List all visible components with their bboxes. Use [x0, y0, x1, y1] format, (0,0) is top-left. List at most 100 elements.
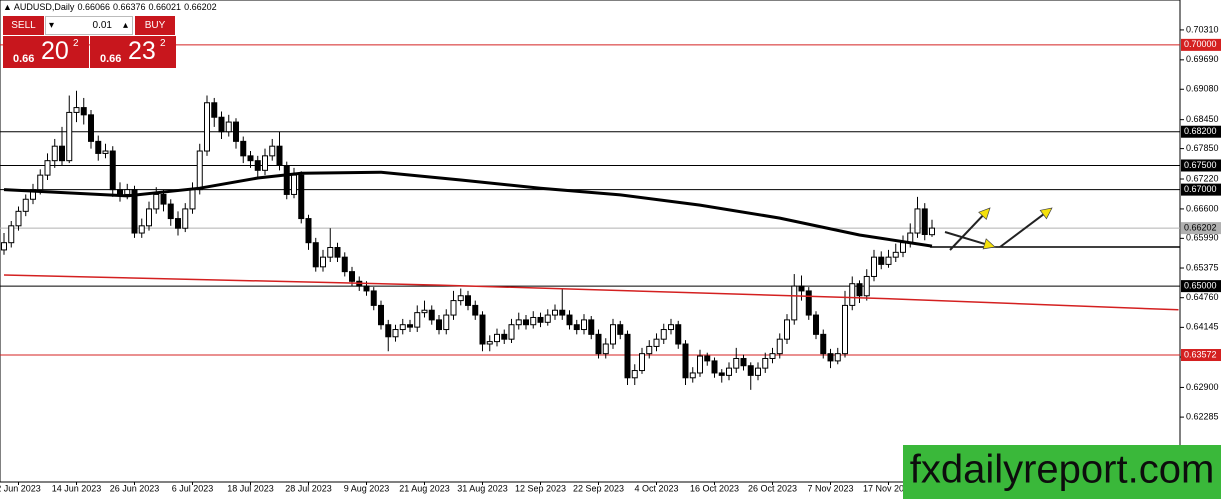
candle-body: [465, 295, 471, 306]
arrow-head: [978, 207, 991, 221]
candle-body: [863, 275, 870, 297]
candle-body: [682, 343, 689, 379]
level-label: 0.66202: [1184, 222, 1217, 232]
level-label: 0.68200: [1184, 126, 1217, 136]
candle-body: [653, 338, 660, 347]
candle-body: [291, 174, 297, 195]
candle-body: [697, 355, 703, 374]
candle-body: [233, 121, 239, 142]
candle-body: [1, 242, 7, 251]
candle-body: [334, 247, 341, 258]
candle-body: [392, 329, 399, 338]
candle-body: [494, 333, 500, 343]
candle-body: [276, 145, 283, 166]
arrow-shaft: [944, 231, 990, 247]
symbol: AUDUSD,Daily: [13, 2, 75, 12]
buy-button[interactable]: BUY: [135, 16, 175, 35]
candle-body: [755, 367, 761, 376]
increment[interactable]: ▴: [122, 20, 128, 31]
candle-body: [530, 316, 537, 326]
level-label-box: [1181, 38, 1221, 51]
candle-body: [849, 283, 856, 306]
candle-body: [153, 193, 160, 210]
candle-body: [211, 102, 218, 118]
sell-price[interactable]: 0.66 20 2: [3, 36, 89, 68]
price-big: 23: [128, 37, 156, 65]
plot-area: [0, 0, 1181, 483]
y-tick-label: 0.62285: [1186, 411, 1219, 421]
x-tick-label: 22 Sep 2023: [573, 483, 624, 493]
candle-body: [363, 285, 370, 292]
x-tick-label: 9 Aug 2023: [344, 483, 390, 493]
level-label: 0.65000: [1184, 280, 1217, 290]
level-label: 0.70000: [1184, 39, 1217, 49]
candle-body: [631, 370, 638, 379]
candle-body: [718, 372, 725, 376]
candle-body: [704, 355, 711, 362]
y-tick-label: 0.65375: [1186, 262, 1219, 272]
candle-body: [784, 319, 790, 340]
candle-body: [102, 150, 109, 154]
candle-body: [37, 174, 44, 191]
candle-body: [73, 107, 80, 113]
candle-body: [349, 271, 355, 282]
candle-body: [914, 208, 921, 234]
decrement[interactable]: ▾: [49, 20, 55, 31]
level-label-box: [1181, 125, 1221, 138]
candle-body: [59, 145, 65, 162]
candle-body: [711, 360, 718, 374]
candle-body: [581, 319, 587, 331]
candle-body: [312, 242, 319, 268]
candle-body: [320, 256, 326, 268]
y-tick-label: 0.64145: [1186, 322, 1219, 332]
candle-body: [856, 283, 863, 297]
low-value: 0.66021: [148, 2, 182, 12]
buy-price[interactable]: 0.66 23 2: [90, 36, 176, 68]
high-value: 0.66376: [112, 2, 146, 12]
sell-button[interactable]: SELL: [3, 16, 44, 35]
candle-body: [646, 345, 653, 355]
candle-body: [138, 225, 145, 234]
candle-body: [515, 319, 522, 326]
y-tick-label: 0.70310: [1186, 24, 1219, 34]
x-tick-label: 12 Sep 2023: [515, 483, 566, 493]
candle-body: [544, 314, 551, 323]
close-value: 0.66202: [184, 2, 217, 12]
candle-body: [689, 372, 696, 379]
candle-body: [726, 367, 732, 376]
candle-body: [573, 324, 580, 331]
candle-body: [900, 242, 906, 253]
lot-input[interactable]: ▾ 0.01 ▴: [45, 16, 133, 35]
x-tick-label: 14 Jun 2023: [52, 483, 102, 493]
candle-body: [240, 140, 247, 157]
candle-body: [842, 304, 848, 355]
moving-average: [3, 170, 933, 248]
chart-header: ▲ AUDUSD,Daily 0.66066 0.66376 0.66021 0.662…: [3, 2, 217, 12]
candle-body: [508, 324, 515, 340]
y-tick-label: 0.65990: [1186, 233, 1219, 243]
x-tick-label: 26 Jun 2023: [110, 483, 160, 493]
level-label-box: [1181, 349, 1221, 362]
candle-body: [160, 193, 167, 205]
y-tick-label: 0.69080: [1186, 84, 1219, 94]
candle-body: [472, 304, 479, 316]
watermark: fxdailyreport.com: [910, 448, 1215, 492]
candle-body: [501, 333, 508, 340]
candle-body: [450, 300, 457, 316]
candle-body: [399, 324, 406, 331]
y-tick-label: 0.67220: [1186, 173, 1219, 183]
y-tick-label: 0.66600: [1186, 203, 1219, 213]
open-value: 0.66066: [77, 2, 110, 12]
arrow-head: [1039, 207, 1053, 220]
candle-body: [791, 285, 798, 321]
candle-body: [617, 324, 624, 335]
candle-body: [595, 333, 602, 355]
candle-body: [776, 338, 783, 355]
candle-body: [175, 218, 181, 229]
price-sup: 2: [73, 38, 79, 49]
candle-body: [146, 208, 152, 227]
candle-body: [668, 324, 674, 331]
level-label-box: [1181, 222, 1221, 235]
candle-body: [921, 208, 928, 235]
